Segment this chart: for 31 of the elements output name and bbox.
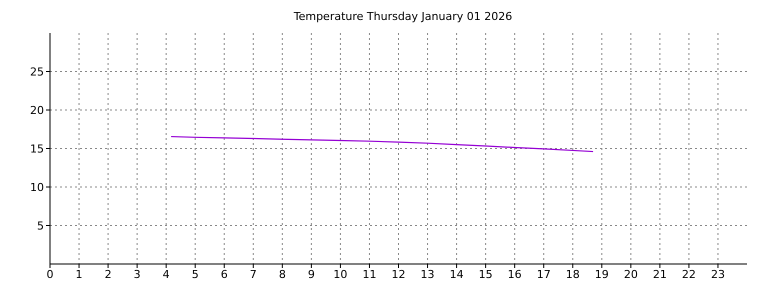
x-tick-label: 2 bbox=[104, 268, 112, 281]
x-tick-label: 0 bbox=[46, 268, 54, 281]
x-tick-label: 7 bbox=[250, 268, 257, 281]
x-tick-label: 3 bbox=[134, 268, 141, 281]
y-tick-label: 20 bbox=[30, 104, 44, 117]
x-tick-label: 6 bbox=[220, 268, 228, 281]
x-tick-label: 14 bbox=[450, 268, 464, 281]
x-tick-label: 8 bbox=[278, 268, 286, 281]
x-tick-label: 10 bbox=[333, 268, 348, 281]
x-tick-label: 19 bbox=[594, 268, 609, 281]
x-tick-label: 21 bbox=[652, 268, 667, 281]
x-tick-label: 22 bbox=[682, 268, 696, 281]
x-tick-label: 20 bbox=[624, 268, 638, 281]
x-tick-label: 5 bbox=[192, 268, 199, 281]
y-tick-label: 25 bbox=[30, 65, 44, 78]
x-tick-label: 1 bbox=[76, 268, 83, 281]
x-tick-label: 9 bbox=[308, 268, 315, 281]
y-tick-label: 10 bbox=[30, 180, 44, 194]
x-tick-label: 23 bbox=[710, 268, 725, 281]
y-tick-label: 5 bbox=[37, 219, 44, 232]
y-tick-label: 15 bbox=[30, 142, 44, 156]
x-tick-label: 15 bbox=[478, 268, 493, 281]
x-tick-label: 12 bbox=[392, 268, 406, 281]
x-tick-label: 18 bbox=[566, 268, 580, 281]
x-tick-label: 16 bbox=[508, 268, 522, 281]
x-tick-label: 11 bbox=[362, 268, 376, 281]
x-tick-label: 13 bbox=[420, 268, 435, 281]
line-series bbox=[170, 136, 594, 152]
x-tick-label: 4 bbox=[162, 268, 170, 281]
x-tick-label: 17 bbox=[536, 268, 551, 281]
chart-title: Temperature Thursday January 01 2026 bbox=[292, 10, 514, 23]
